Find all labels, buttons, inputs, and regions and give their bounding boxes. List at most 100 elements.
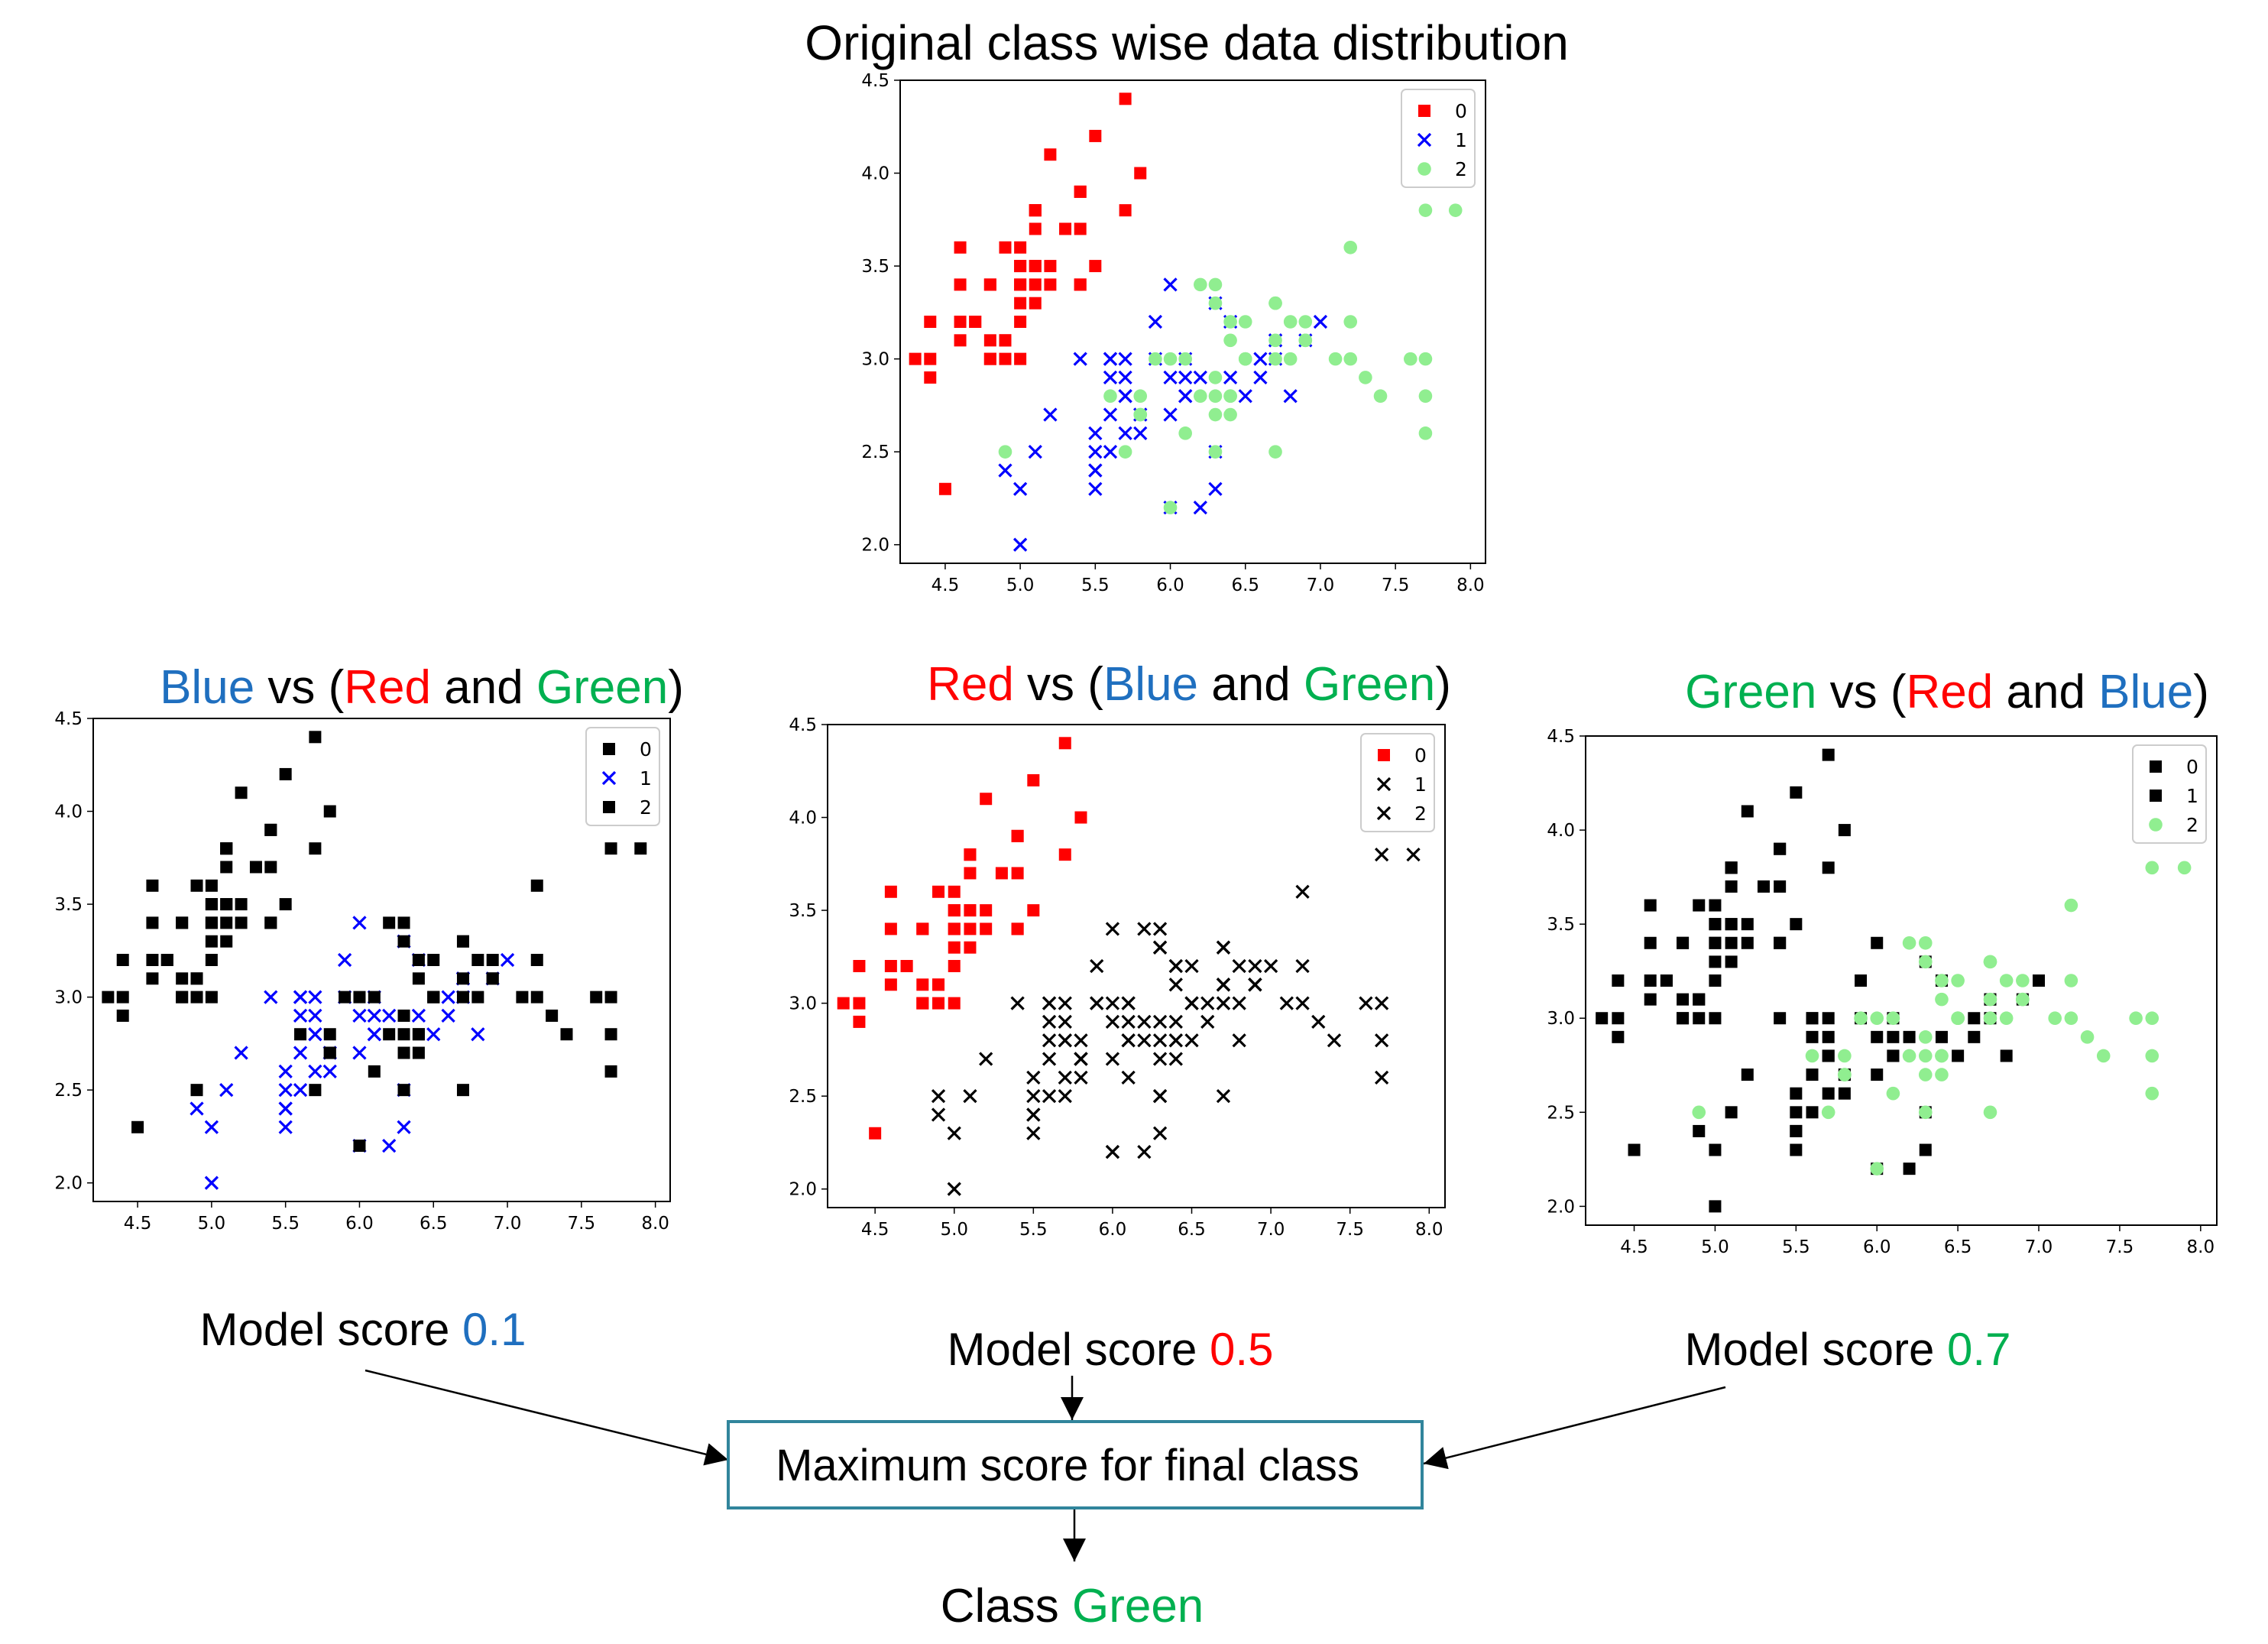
data-point-class0 (999, 241, 1012, 254)
y-tick-label: 4.0 (861, 164, 889, 184)
data-point-class2 (486, 972, 499, 985)
data-point-class2 (1279, 996, 1294, 1010)
y-tick-label: 2.5 (861, 443, 889, 462)
x-tick-label: 7.0 (494, 1214, 522, 1234)
x-tick-label: 8.0 (1415, 1220, 1443, 1240)
data-point-class2 (1935, 974, 1949, 987)
data-point-class0 (964, 848, 977, 861)
x-tick-label: 6.0 (345, 1214, 374, 1234)
data-point-class0 (1725, 918, 1738, 931)
data-point-class2 (1902, 1049, 1916, 1063)
data-point-class1 (1058, 1070, 1072, 1085)
data-point-class0 (948, 904, 961, 917)
plot-frame (827, 724, 1446, 1208)
data-point-class2 (1951, 1011, 1965, 1026)
data-point-class0 (279, 898, 292, 911)
data-point-class2 (1152, 922, 1168, 936)
data-point-class2 (1328, 352, 1343, 366)
data-point-class2 (471, 991, 484, 1004)
data-point-class2 (1359, 371, 1372, 384)
data-point-class2 (1838, 1068, 1852, 1081)
data-point-class2 (456, 1084, 469, 1097)
data-point-class0 (964, 904, 977, 917)
title-part-2: Blue (1103, 658, 1198, 711)
data-point-class0 (916, 978, 929, 991)
data-point-class0 (1693, 993, 1706, 1006)
data-point-class0 (1822, 861, 1835, 874)
data-point-class1 (1121, 1014, 1136, 1030)
data-point-class0 (948, 960, 961, 972)
data-point-class0 (279, 767, 292, 780)
data-point-class0 (924, 316, 937, 328)
data-point-class1 (1042, 1089, 1057, 1104)
data-point-class0 (1709, 955, 1722, 968)
title-part-0: Green (1685, 666, 1816, 718)
data-point-class1 (1028, 445, 1042, 459)
data-point-class2 (1999, 1011, 2014, 1026)
x-tick-label: 6.5 (1944, 1237, 1972, 1257)
data-point-class2 (1886, 1086, 1900, 1101)
panel-title-red-vs-rest: Red vs (Blue and Green) (927, 658, 1451, 711)
data-point-class0 (1119, 92, 1132, 105)
data-point-class0 (1119, 204, 1132, 217)
data-point-class0 (176, 991, 189, 1004)
legend-label: 1 (1455, 129, 1467, 151)
legend-label: 0 (1414, 744, 1427, 767)
data-point-class1 (352, 1046, 367, 1060)
data-point-class2 (1216, 978, 1231, 992)
data-point-class1 (1088, 445, 1103, 459)
data-point-class0 (264, 861, 277, 874)
data-point-class2 (604, 1065, 617, 1078)
data-point-class1 (1121, 1033, 1136, 1048)
data-point-class0 (249, 861, 262, 874)
data-point-class0 (1774, 842, 1787, 855)
title-part-1: 0.7 (1947, 1324, 2010, 1375)
y-tick-label: 2.5 (1547, 1103, 1575, 1123)
data-point-class1 (382, 1008, 397, 1023)
data-point-class1 (1042, 1014, 1057, 1030)
data-point-class2 (1152, 1033, 1168, 1048)
data-point-class0 (1725, 955, 1738, 968)
title-part-1: vs ( (1014, 658, 1103, 711)
data-point-class0 (853, 997, 866, 1010)
data-point-class1 (1178, 389, 1193, 404)
data-point-class1 (234, 1046, 248, 1060)
data-point-class1 (1103, 407, 1118, 422)
data-point-class0 (948, 941, 961, 954)
data-point-class0 (1014, 297, 1027, 310)
data-point-class1 (947, 1182, 961, 1196)
data-point-class1 (264, 990, 278, 1004)
y-tick-label: 2.0 (861, 536, 889, 556)
data-point-class2 (1137, 922, 1152, 936)
data-point-class1 (1709, 1143, 1722, 1156)
data-point-class0 (980, 904, 993, 917)
y-tick-label: 3.5 (789, 901, 817, 921)
data-point-class2 (1448, 203, 1463, 217)
data-point-class2 (397, 1028, 410, 1041)
data-point-class2 (1268, 333, 1282, 348)
data-point-class1 (1253, 352, 1268, 366)
data-point-class2 (1058, 1089, 1072, 1104)
data-point-class1 (382, 1138, 397, 1153)
final-class-box-label: Maximum score for final class (776, 1441, 1359, 1490)
data-point-class0 (1709, 1012, 1722, 1025)
data-point-class1 (1887, 1049, 1900, 1062)
data-point-class2 (1805, 1049, 1819, 1063)
data-point-class2 (1133, 389, 1148, 404)
legend-label: 2 (2186, 814, 2198, 836)
data-point-class0 (1029, 278, 1042, 291)
legend-label: 1 (1414, 773, 1427, 796)
data-point-class2 (931, 1089, 946, 1104)
legend-marker (2150, 760, 2162, 773)
data-point-class0 (1709, 899, 1722, 912)
data-point-class2 (2096, 1049, 2111, 1063)
data-point-class2 (1168, 1033, 1183, 1048)
data-point-class0 (900, 960, 913, 972)
x-tick-label: 7.0 (1257, 1220, 1285, 1240)
data-point-class1 (367, 1027, 381, 1042)
data-point-class2 (339, 991, 352, 1004)
data-point-class1 (1871, 936, 1884, 949)
data-point-class2 (516, 991, 529, 1004)
data-point-class0 (264, 823, 277, 836)
data-point-class2 (1121, 1070, 1136, 1085)
